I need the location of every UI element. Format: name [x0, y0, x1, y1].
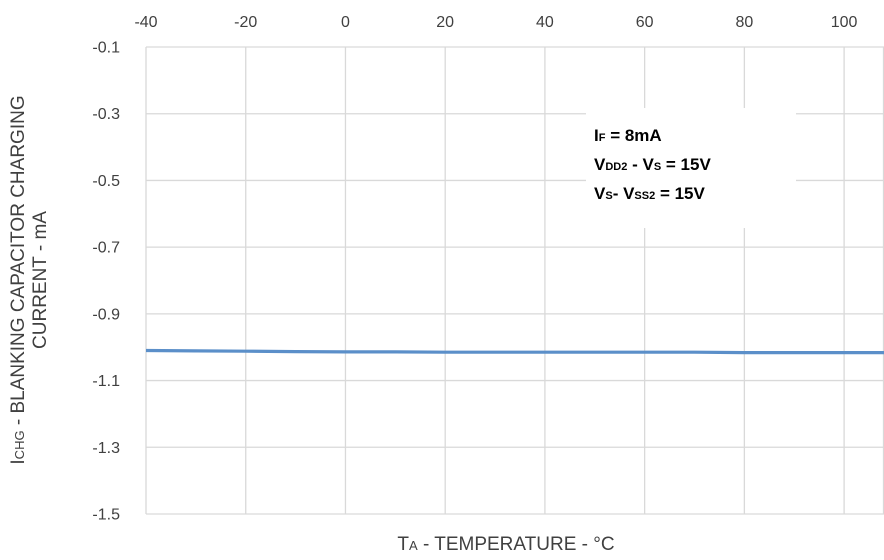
- annotation-line-3: VS- VSS2 = 15V: [594, 184, 706, 203]
- annotation-line-1: IF = 8mA: [594, 126, 662, 145]
- y-tick-label: -0.9: [92, 306, 120, 323]
- x-tick-label: 80: [735, 14, 753, 31]
- x-tick-label: -40: [134, 14, 157, 31]
- x-tick-label: 0: [341, 14, 350, 31]
- x-axis-title: TA - TEMPERATURE - °C: [397, 534, 614, 555]
- y-tick-label: -0.3: [92, 106, 120, 123]
- x-tick-label: 100: [831, 14, 858, 31]
- y-axis-title-line-1: ICHG - BLANKING CAPACITOR CHARGING: [8, 95, 29, 464]
- x-tick-label: 40: [536, 14, 554, 31]
- x-tick-label: -20: [234, 14, 257, 31]
- annotation-background: [586, 108, 796, 228]
- series-line: [145, 348, 884, 355]
- y-tick-labels: -0.1 -0.3 -0.5 -0.7 -0.9 -1.1 -1.3 -1.5: [92, 40, 120, 524]
- y-tick-label: -0.7: [92, 240, 120, 257]
- x-tick-label: 60: [636, 14, 654, 31]
- y-axis-title-line-2: CURRENT - mA: [30, 211, 51, 349]
- y-tick-label: -1.3: [92, 440, 120, 457]
- y-tick-label: -0.5: [92, 173, 120, 190]
- y-axis-title: ICHG - BLANKING CAPACITOR CHARGING CURRE…: [8, 95, 51, 464]
- series-layer: [145, 348, 884, 355]
- y-tick-label: -0.1: [92, 40, 120, 57]
- x-tick-label: 20: [436, 14, 454, 31]
- y-tick-label: -1.1: [92, 373, 120, 390]
- annotation-line-2: VDD2 - VS = 15V: [594, 155, 711, 174]
- y-tick-label: -1.5: [92, 507, 120, 524]
- x-tick-labels: -40 -20 0 20 40 60 80 100: [134, 14, 857, 31]
